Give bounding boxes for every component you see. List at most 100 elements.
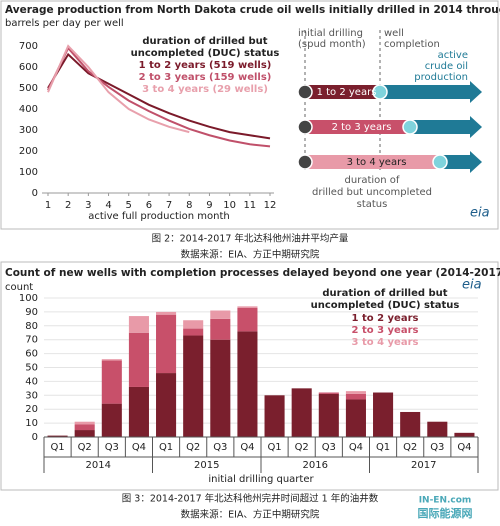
y-tick-label: 0 bbox=[32, 188, 38, 199]
legend-entry: 1 to 2 years bbox=[352, 313, 419, 324]
duc-bar-label: 1 to 2 years bbox=[317, 87, 377, 98]
bar-segment bbox=[156, 311, 177, 315]
x-tick-label: 11 bbox=[243, 200, 256, 211]
x-tick-label: 6 bbox=[146, 200, 152, 211]
legend-title: duration of drilled but bbox=[142, 36, 267, 47]
legend-title: uncompleted (DUC) status bbox=[311, 300, 460, 311]
logo: eia bbox=[470, 206, 490, 221]
x-tick-label: Q3 bbox=[105, 442, 119, 453]
bar-segment bbox=[237, 306, 258, 308]
y-tick-label: 400 bbox=[19, 104, 38, 115]
bar-segment bbox=[210, 318, 231, 340]
bar-segment bbox=[183, 320, 204, 329]
series-line bbox=[47, 46, 271, 148]
bar-segment bbox=[345, 399, 366, 437]
diagram-footer: status bbox=[357, 199, 388, 210]
diagram-footer: drilled but uncompleted bbox=[312, 187, 432, 198]
legend-entry: 3 to 4 years bbox=[352, 337, 419, 348]
x-axis-label: initial drilling quarter bbox=[208, 474, 314, 485]
watermark: IN-EN.com bbox=[419, 496, 472, 506]
y-tick-label: 100 bbox=[19, 293, 38, 304]
diagram-label: initial drilling bbox=[298, 28, 363, 39]
duc-bar-label: 2 to 3 years bbox=[332, 122, 392, 133]
x-tick-label: 10 bbox=[223, 200, 236, 211]
bar-segment bbox=[237, 331, 258, 437]
x-tick-label: 12 bbox=[264, 200, 277, 211]
y-tick-label: 300 bbox=[19, 125, 38, 136]
bar-segment bbox=[183, 328, 204, 336]
caption: 图 3：2014-2017 年北达科他州完井时间超过 1 年的油井数 bbox=[122, 493, 379, 505]
bar-segment bbox=[237, 307, 258, 332]
end-dot bbox=[432, 154, 448, 170]
bar-segment bbox=[345, 393, 366, 400]
bar-segment bbox=[400, 411, 421, 437]
arrow-head bbox=[470, 151, 482, 173]
x-tick-label: Q1 bbox=[50, 442, 64, 453]
y-tick-label: 0 bbox=[32, 432, 38, 443]
bar-segment bbox=[183, 335, 204, 437]
chart-title: Count of new wells with completion proce… bbox=[5, 267, 500, 279]
y-tick-label: 10 bbox=[25, 418, 38, 429]
arrow-head bbox=[470, 81, 482, 103]
bar-segment bbox=[74, 421, 95, 425]
bar-segment bbox=[47, 435, 68, 437]
diagram-label: crude oil bbox=[425, 61, 468, 72]
duc-bar bbox=[305, 155, 440, 169]
x-tick-label: Q2 bbox=[78, 442, 92, 453]
y-tick-label: 700 bbox=[19, 41, 38, 52]
diagram-label: (spud month) bbox=[298, 39, 366, 50]
x-tick-label: Q4 bbox=[457, 442, 471, 453]
x-tick-label: Q3 bbox=[430, 442, 444, 453]
y-tick-label: 90 bbox=[25, 307, 38, 318]
x-tick-label: Q3 bbox=[213, 442, 227, 453]
group-label: 2014 bbox=[86, 460, 111, 471]
y-tick-label: 100 bbox=[19, 167, 38, 178]
caption: 图 2：2014-2017 年北达科他州油井平均产量 bbox=[152, 233, 349, 245]
bar-segment bbox=[318, 392, 339, 394]
group-label: 2015 bbox=[194, 460, 219, 471]
diagram-label: production bbox=[414, 72, 468, 83]
end-dot bbox=[402, 119, 418, 135]
bar-segment bbox=[291, 388, 312, 437]
bar-segment bbox=[345, 391, 366, 394]
bar-segment bbox=[74, 424, 95, 431]
diagram-label: completion bbox=[384, 39, 440, 50]
legend-entry: 2 to 3 years bbox=[352, 325, 419, 336]
y-axis-label: count bbox=[5, 282, 33, 293]
chart-title: Average production from North Dakota cru… bbox=[5, 4, 500, 16]
start-dot bbox=[297, 84, 313, 100]
y-tick-label: 600 bbox=[19, 62, 38, 73]
x-tick-label: Q1 bbox=[267, 442, 281, 453]
x-tick-label: Q4 bbox=[349, 442, 363, 453]
y-tick-label: 50 bbox=[25, 363, 38, 374]
bar-segment bbox=[156, 373, 177, 437]
x-tick-label: 5 bbox=[126, 200, 132, 211]
start-dot bbox=[297, 154, 313, 170]
x-tick-label: 2 bbox=[65, 200, 71, 211]
duc-bar-label: 3 to 4 years bbox=[347, 157, 407, 168]
diagram-label: well bbox=[384, 28, 404, 39]
bar-segment bbox=[264, 395, 285, 437]
legend-entry: 2 to 3 years (159 wells) bbox=[139, 72, 272, 83]
legend-title: duration of drilled but bbox=[322, 288, 447, 299]
legend-entry: 3 to 4 years (29 wells) bbox=[142, 84, 268, 95]
duc-bar bbox=[305, 120, 410, 134]
bar-segment bbox=[156, 314, 177, 374]
y-tick-label: 60 bbox=[25, 349, 38, 360]
arrow-head bbox=[470, 116, 482, 138]
y-tick-label: 80 bbox=[25, 321, 38, 332]
x-tick-label: Q2 bbox=[186, 442, 200, 453]
bar-segment bbox=[318, 393, 339, 437]
bar-segment bbox=[101, 359, 122, 361]
y-tick-label: 500 bbox=[19, 83, 38, 94]
y-tick-label: 70 bbox=[25, 335, 38, 346]
end-dot bbox=[372, 84, 388, 100]
bar-segment bbox=[454, 432, 475, 437]
bar-segment bbox=[101, 360, 122, 404]
x-tick-label: 1 bbox=[45, 200, 51, 211]
y-tick-label: 30 bbox=[25, 390, 38, 401]
x-tick-label: Q2 bbox=[295, 442, 309, 453]
logo: eia bbox=[462, 278, 482, 293]
x-axis-label: active full production month bbox=[88, 211, 230, 222]
